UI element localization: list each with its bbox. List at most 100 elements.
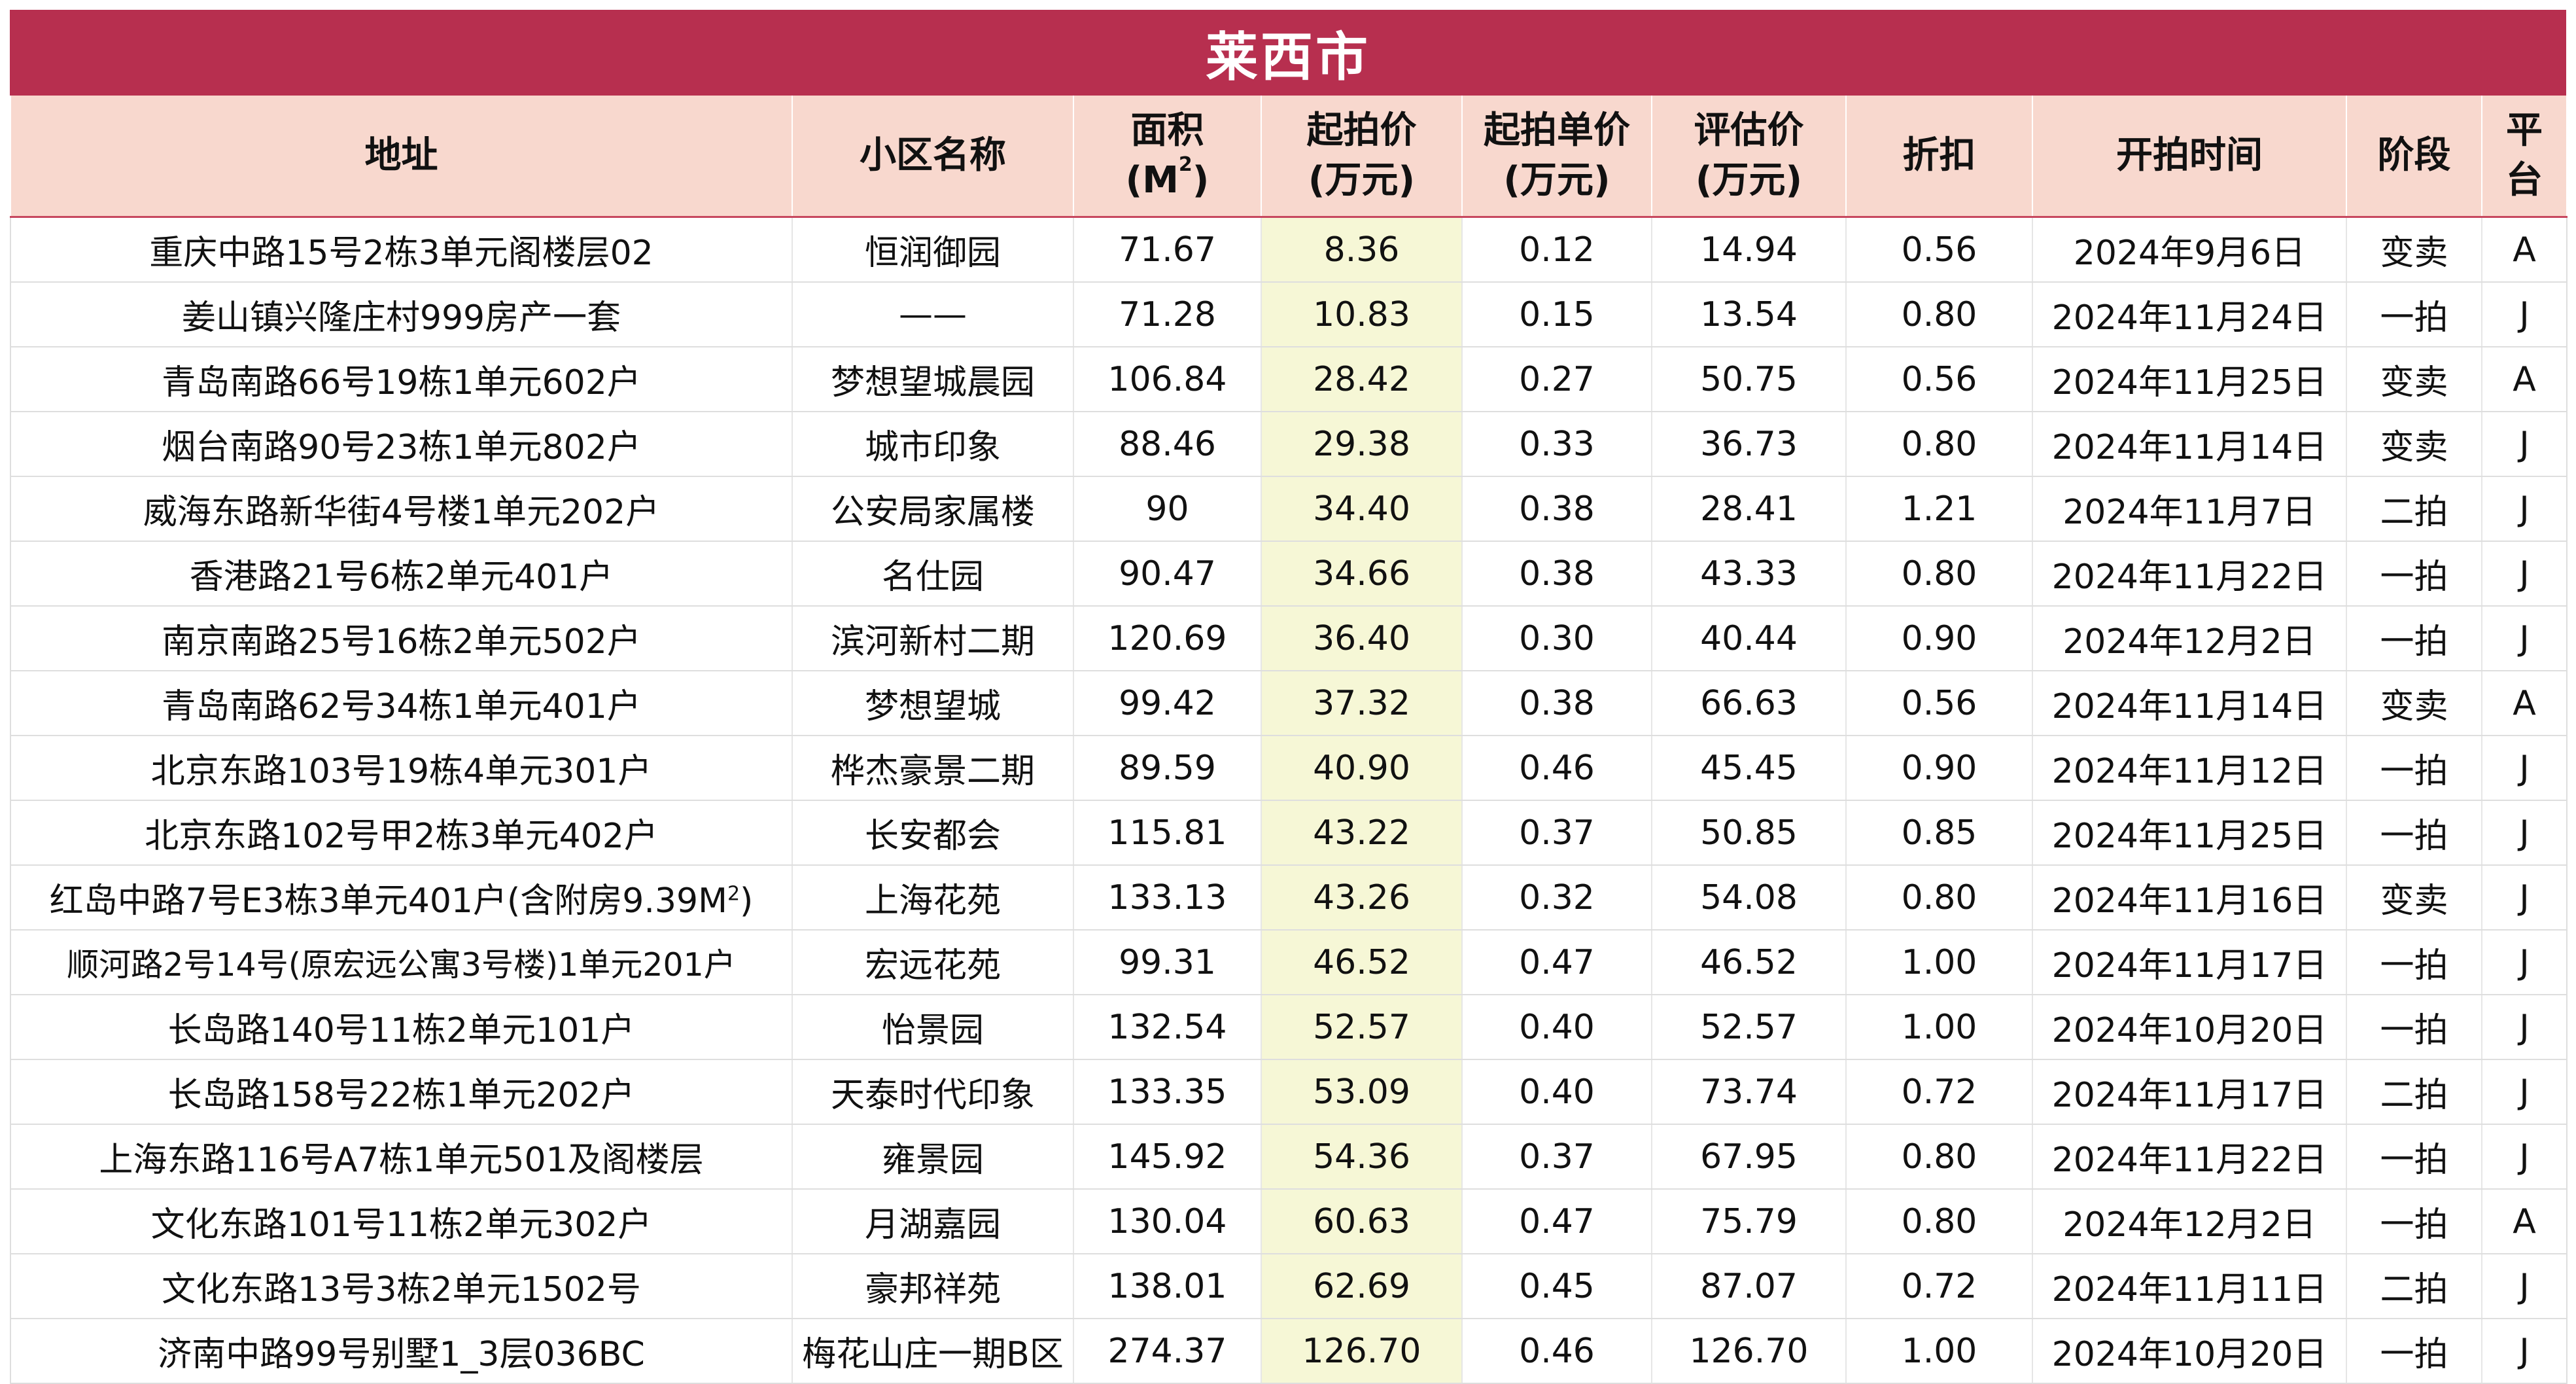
cell-unit-price: 0.46: [1461, 1319, 1652, 1384]
header-discount-label: 折扣: [1902, 134, 1976, 177]
cell-unit-price: 0.38: [1461, 671, 1652, 736]
table-row: 红岛中路7号E3栋3单元401户(含附房9.39M2) 上海花苑 133.13 …: [10, 865, 2567, 931]
cell-area: 88.46: [1073, 412, 1261, 477]
cell-unit-price: 0.38: [1461, 541, 1652, 607]
cell-platform: J: [2481, 1059, 2567, 1125]
cell-eval-price: 13.54: [1651, 282, 1846, 347]
cell-platform: A: [2481, 1189, 2567, 1254]
cell-stage: 一拍: [2346, 800, 2482, 866]
header-unit-price: 起拍单价 (万元): [1461, 96, 1652, 218]
header-unit-price-unit: (万元): [1503, 159, 1610, 202]
cell-eval-price: 45.45: [1651, 736, 1846, 801]
cell-area: 130.04: [1073, 1189, 1261, 1254]
cell-community: 长安都会: [792, 800, 1073, 866]
cell-stage: 一拍: [2346, 1124, 2482, 1190]
cell-discount: 0.90: [1845, 736, 2032, 801]
cell-eval-price: 66.63: [1651, 671, 1846, 736]
cell-community: 上海花苑: [792, 865, 1073, 931]
cell-start-price: 52.57: [1261, 995, 1462, 1060]
cell-address: 顺河路2号14号(原宏远公寓3号楼)1单元201户: [10, 930, 792, 995]
cell-discount: 0.56: [1845, 671, 2032, 736]
header-eval-price: 评估价 (万元): [1651, 96, 1847, 218]
cell-eval-price: 50.75: [1651, 347, 1846, 412]
cell-community: 梦想望城: [792, 671, 1073, 736]
cell-platform: J: [2481, 930, 2567, 995]
cell-unit-price: 0.15: [1461, 282, 1652, 347]
cell-community: 梦想望城晨园: [792, 347, 1073, 412]
cell-unit-price: 0.38: [1461, 476, 1652, 542]
cell-stage: 变卖: [2346, 412, 2482, 477]
cell-stage: 二拍: [2346, 476, 2482, 542]
cell-discount: 0.80: [1845, 541, 2032, 607]
cell-stage: 一拍: [2346, 736, 2482, 801]
cell-discount: 1.21: [1845, 476, 2032, 542]
cell-discount: 0.90: [1845, 606, 2032, 671]
cell-start-price: 36.40: [1261, 606, 1462, 671]
cell-community: 雍景园: [792, 1124, 1073, 1190]
cell-start-time: 2024年11月24日: [2032, 282, 2346, 347]
cell-community: 名仕园: [792, 541, 1073, 607]
cell-start-time: 2024年11月22日: [2032, 1124, 2346, 1190]
cell-eval-price: 126.70: [1651, 1319, 1846, 1384]
table-row: 威海东路新华街4号楼1单元202户 公安局家属楼 90 34.40 0.38 2…: [10, 476, 2567, 542]
cell-platform: J: [2481, 800, 2567, 866]
cell-community: 恒润御园: [792, 217, 1073, 283]
cell-start-time: 2024年11月22日: [2032, 541, 2346, 607]
cell-area: 133.13: [1073, 865, 1261, 931]
cell-discount: 0.72: [1845, 1059, 2032, 1125]
cell-platform: J: [2481, 541, 2567, 607]
table-row: 济南中路99号别墅1_3层036BC 梅花山庄一期B区 274.37 126.7…: [10, 1319, 2567, 1384]
cell-address: 长岛路158号22栋1单元202户: [10, 1059, 792, 1125]
cell-eval-price: 40.44: [1651, 606, 1846, 671]
cell-unit-price: 0.12: [1461, 217, 1652, 283]
header-row: 地址 小区名称 面积 (M2) 起拍价 (万元) 起拍单价 (万元) 评估价 (…: [10, 96, 2567, 218]
cell-start-time: 2024年11月17日: [2032, 1059, 2346, 1125]
cell-community: 城市印象: [792, 412, 1073, 477]
cell-area: 89.59: [1073, 736, 1261, 801]
cell-address: 重庆中路15号2栋3单元阁楼层02: [10, 217, 792, 283]
cell-address: 青岛南路62号34栋1单元401户: [10, 671, 792, 736]
cell-unit-price: 0.37: [1461, 800, 1652, 866]
cell-stage: 变卖: [2346, 347, 2482, 412]
cell-unit-price: 0.40: [1461, 995, 1652, 1060]
cell-start-price: 8.36: [1261, 217, 1462, 283]
cell-discount: 0.56: [1845, 217, 2032, 283]
table-row: 文化东路13号3栋2单元1502号 豪邦祥苑 138.01 62.69 0.45…: [10, 1254, 2567, 1319]
cell-start-time: 2024年9月6日: [2032, 217, 2346, 283]
table-row: 长岛路158号22栋1单元202户 天泰时代印象 133.35 53.09 0.…: [10, 1059, 2567, 1125]
cell-community: 月湖嘉园: [792, 1189, 1073, 1254]
header-discount: 折扣: [1845, 96, 2033, 218]
table-row: 长岛路140号11栋2单元101户 怡景园 132.54 52.57 0.40 …: [10, 995, 2567, 1060]
listing-table: 地址 小区名称 面积 (M2) 起拍价 (万元) 起拍单价 (万元) 评估价 (…: [10, 96, 2567, 1384]
cell-area: 71.28: [1073, 282, 1261, 347]
cell-start-price: 34.40: [1261, 476, 1462, 542]
cell-start-price: 126.70: [1261, 1319, 1462, 1384]
cell-eval-price: 67.95: [1651, 1124, 1846, 1190]
cell-start-price: 62.69: [1261, 1254, 1462, 1319]
header-area-unit-end: ): [1192, 159, 1210, 202]
header-start-time: 开拍时间: [2032, 96, 2347, 218]
cell-area: 90.47: [1073, 541, 1261, 607]
header-platform-label-2: 台: [2506, 159, 2543, 202]
cell-community: 公安局家属楼: [792, 476, 1073, 542]
cell-stage: 一拍: [2346, 1319, 2482, 1384]
cell-unit-price: 0.33: [1461, 412, 1652, 477]
cell-start-time: 2024年10月20日: [2032, 995, 2346, 1060]
cell-start-time: 2024年12月2日: [2032, 606, 2346, 671]
cell-stage: 变卖: [2346, 671, 2482, 736]
cell-address: 红岛中路7号E3栋3单元401户(含附房9.39M2): [10, 865, 792, 931]
cell-discount: 0.80: [1845, 1124, 2032, 1190]
cell-eval-price: 36.73: [1651, 412, 1846, 477]
cell-platform: J: [2481, 865, 2567, 931]
cell-eval-price: 43.33: [1651, 541, 1846, 607]
cell-unit-price: 0.47: [1461, 930, 1652, 995]
cell-start-time: 2024年11月14日: [2032, 412, 2346, 477]
cell-start-price: 34.66: [1261, 541, 1462, 607]
cell-unit-price: 0.30: [1461, 606, 1652, 671]
cell-start-price: 53.09: [1261, 1059, 1462, 1125]
cell-platform: J: [2481, 476, 2567, 542]
cell-eval-price: 87.07: [1651, 1254, 1846, 1319]
cell-discount: 0.80: [1845, 865, 2032, 931]
cell-address: 青岛南路66号19栋1单元602户: [10, 347, 792, 412]
cell-stage: 一拍: [2346, 541, 2482, 607]
